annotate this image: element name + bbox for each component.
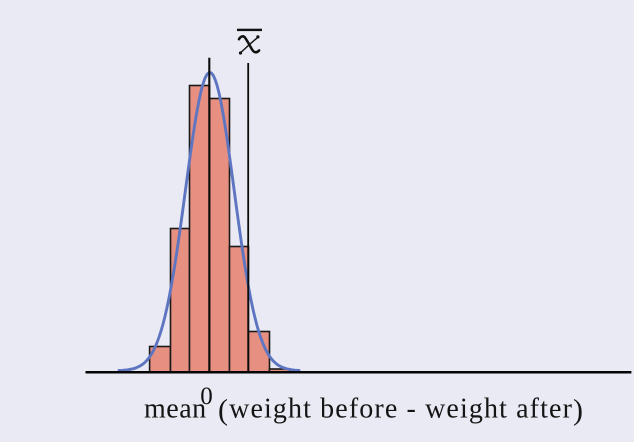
svg-text:(weight before - weight after): (weight before - weight after)	[218, 393, 584, 426]
svg-text:0: 0	[200, 383, 213, 410]
svg-text:mean: mean	[144, 393, 207, 424]
